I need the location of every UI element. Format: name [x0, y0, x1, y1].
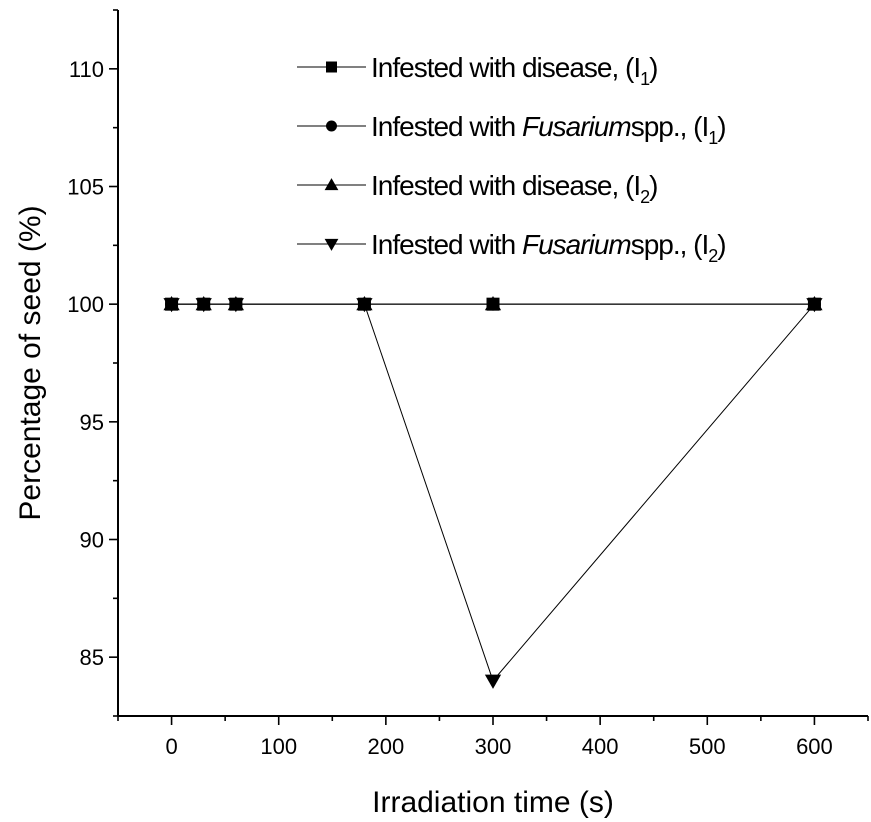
legend-label: Infested with disease, (I2) [371, 170, 658, 207]
y-tick-label: 105 [67, 175, 104, 200]
series-line [171, 303, 815, 682]
legend-label-italic: Fusarium [522, 111, 631, 142]
legend-entry: Infested with disease, (I1) [297, 52, 659, 89]
legend-label-suffix: spp., (I [631, 111, 709, 142]
legend-marker [324, 178, 339, 191]
legend-marker [326, 61, 337, 73]
legend-label-subscript: 1 [708, 128, 718, 148]
axis-ticks: 0 100 200 300 400 500 600 85 90 95 100 105 110 [67, 9, 869, 759]
y-tick-label: 100 [67, 292, 104, 317]
data-point [806, 298, 823, 313]
legend-label: Infested with disease, (I1) [371, 52, 658, 89]
legend-label-suffix: spp., (I [631, 229, 709, 260]
legend-label-prefix: Infested with disease, (I [371, 170, 640, 201]
chart-legend: Infested with disease, (I1)Infested with… [297, 52, 727, 266]
legend-label-prefix: Infested with [371, 111, 522, 142]
legend-label-subscript: 2 [708, 246, 718, 266]
legend-label-subscript: 2 [640, 187, 650, 207]
data-point [163, 298, 180, 313]
legend-entry: Infested with disease, (I2) [297, 170, 659, 207]
x-tick-label: 600 [796, 734, 833, 759]
data-point [356, 298, 373, 313]
y-tick-label: 95 [80, 410, 104, 435]
y-axis-label: Percentage of seed (%) [14, 205, 47, 520]
legend-label-subscript: 1 [640, 69, 650, 89]
data-point [227, 298, 244, 313]
legend-label-close: ) [717, 111, 725, 142]
x-tick-label: 400 [582, 734, 619, 759]
legend-marker [324, 238, 339, 251]
data-point [484, 674, 502, 689]
data-point [195, 298, 212, 313]
x-axis-label: Irradiation time (s) [372, 786, 614, 819]
y-tick-label: 110 [69, 57, 104, 82]
legend-label-prefix: Infested with [371, 229, 522, 260]
y-tick-label: 85 [80, 645, 104, 670]
x-tick-label: 0 [165, 734, 177, 759]
y-tick-label: 90 [80, 528, 104, 553]
legend-entry: Infested with Fusariumspp., (I1) [297, 111, 727, 148]
data-point [484, 296, 502, 311]
legend-label-italic: Fusarium [522, 229, 631, 260]
series-3 [163, 296, 823, 311]
legend-label: Infested with Fusariumspp., (I1) [371, 111, 726, 148]
legend-label: Infested with Fusariumspp., (I2) [371, 229, 726, 266]
legend-label-close: ) [649, 170, 657, 201]
x-tick-label: 300 [475, 734, 512, 759]
legend-label-close: ) [717, 229, 725, 260]
x-tick-label: 200 [367, 734, 404, 759]
data-series [163, 296, 823, 689]
legend-label-prefix: Infested with disease, (I [371, 52, 640, 83]
x-tick-label: 500 [689, 734, 726, 759]
x-tick-label: 100 [260, 734, 297, 759]
legend-entry: Infested with Fusariumspp., (I2) [297, 229, 727, 266]
legend-label-close: ) [649, 52, 657, 83]
legend-marker [326, 120, 337, 132]
series-4 [163, 298, 823, 689]
